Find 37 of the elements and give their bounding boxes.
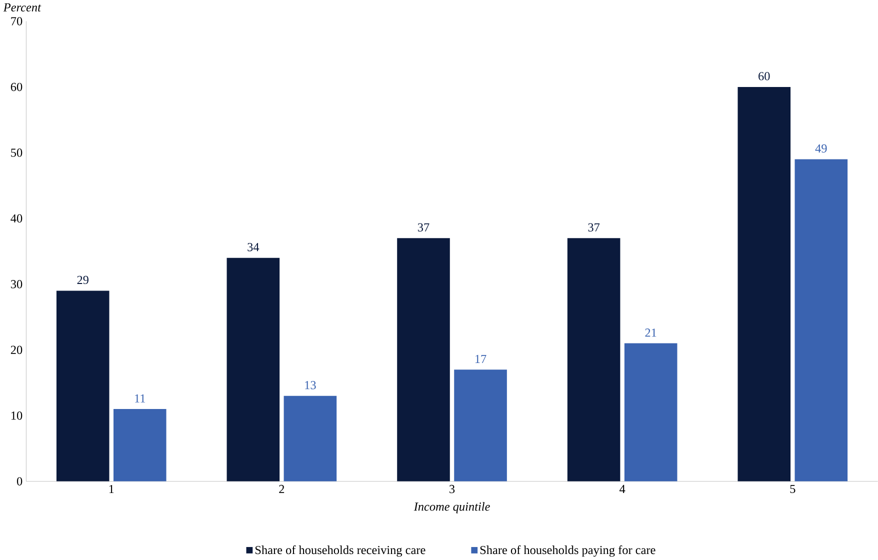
x-tick-label: 4 xyxy=(620,485,626,494)
y-tick-label: 10 xyxy=(11,412,22,420)
data-label: 29 xyxy=(77,276,88,284)
x-tick-label: 2 xyxy=(279,485,284,494)
x-tick-label: 3 xyxy=(450,485,455,494)
data-label: 21 xyxy=(645,328,656,337)
bar xyxy=(284,396,337,482)
y-tick-label: 70 xyxy=(11,17,22,26)
bar xyxy=(738,87,791,482)
y-tick-label: 0 xyxy=(16,477,22,486)
bar xyxy=(794,159,848,482)
bar xyxy=(397,238,450,482)
bar xyxy=(567,238,620,482)
bar xyxy=(113,409,166,482)
data-label: 13 xyxy=(305,381,316,390)
y-tick-label: 50 xyxy=(11,148,22,157)
x-axis-title: Income quintile xyxy=(414,502,490,514)
data-label: 34 xyxy=(248,243,260,252)
data-label: 60 xyxy=(758,72,770,80)
data-label: 17 xyxy=(475,355,486,364)
data-label: 49 xyxy=(815,144,827,153)
y-tick-label: 40 xyxy=(10,214,22,223)
bar xyxy=(56,290,110,482)
bar xyxy=(624,343,678,482)
y-tick-label: 20 xyxy=(10,346,22,354)
legend-label: Share of households receiving care xyxy=(255,546,426,557)
x-tick-label: 5 xyxy=(790,485,796,494)
bar xyxy=(226,258,280,482)
bar xyxy=(454,370,507,482)
y-tick-label: 60 xyxy=(10,83,22,92)
y-axis-title: Percent xyxy=(3,4,42,12)
x-tick-label: 1 xyxy=(109,485,114,494)
y-tick-label: 30 xyxy=(10,280,22,288)
data-label: 11 xyxy=(135,394,146,403)
data-label: 37 xyxy=(588,223,600,232)
data-label: 37 xyxy=(418,223,430,232)
legend-label: Share of households paying for care xyxy=(480,546,656,557)
